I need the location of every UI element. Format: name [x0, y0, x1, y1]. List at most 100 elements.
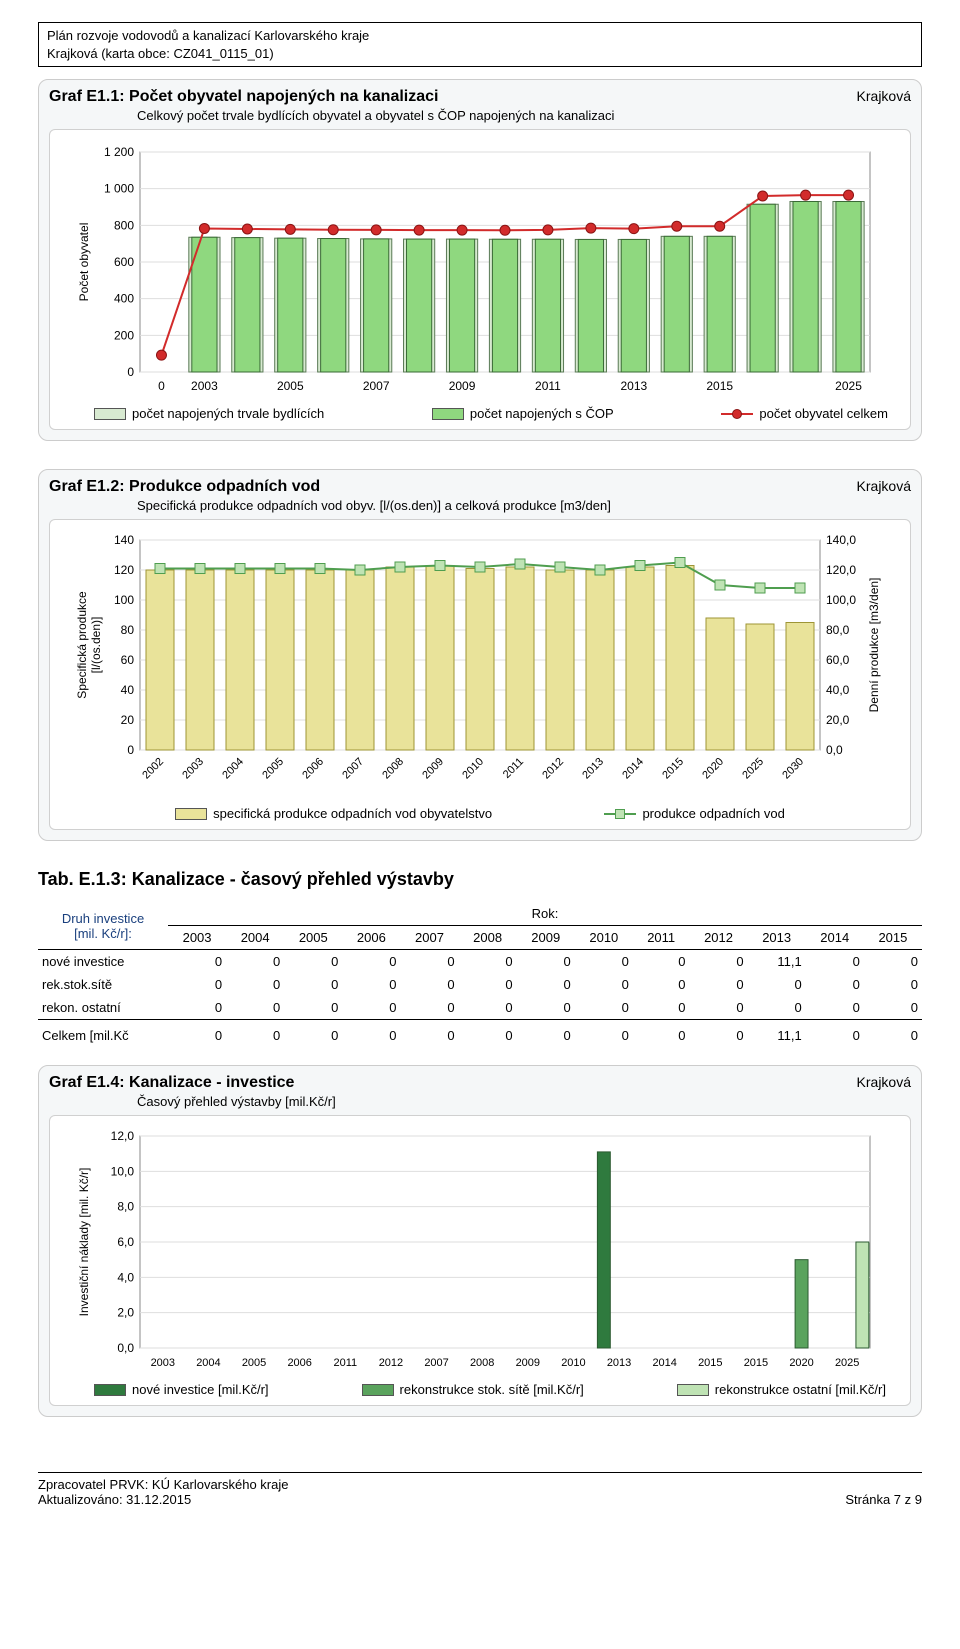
table-cell: 0	[633, 996, 690, 1020]
table-cell: 0	[400, 973, 458, 996]
svg-text:2005: 2005	[277, 379, 304, 393]
chart2-legend: specifická produkce odpadních vod obyvat…	[54, 800, 906, 823]
table-cell: 0	[517, 973, 575, 996]
chart2-right: Krajková	[857, 478, 911, 494]
svg-text:2013: 2013	[620, 379, 647, 393]
chart1-legend: počet napojených trvale bydlících počet …	[54, 400, 906, 423]
svg-text:2020: 2020	[700, 756, 726, 782]
svg-text:Investiční náklady [mil. Kč/r]: Investiční náklady [mil. Kč/r]	[77, 1168, 91, 1317]
svg-text:2006: 2006	[287, 1357, 311, 1369]
chart2-plot-wrap: 00,02020,04040,06060,08080,0100100,01201…	[49, 519, 911, 830]
table-cell: 0	[226, 973, 284, 996]
svg-text:2009: 2009	[420, 756, 446, 782]
table-cell: 0	[806, 973, 864, 996]
chart-e1-2-card: Graf E1.2: Produkce odpadních vod Krajko…	[38, 469, 922, 841]
svg-text:2009: 2009	[516, 1357, 540, 1369]
table-cell: 0	[342, 973, 400, 996]
svg-text:2007: 2007	[340, 756, 366, 782]
svg-text:2013: 2013	[607, 1357, 631, 1369]
svg-text:2005: 2005	[242, 1357, 266, 1369]
table-cell: 0	[342, 1020, 400, 1048]
footer-right: Stránka 7 z 9	[845, 1492, 922, 1507]
chart4-title: Graf E1.4: Kanalizace - investice	[49, 1074, 294, 1092]
table-cell: 0	[284, 950, 342, 974]
legend-swatch	[362, 1384, 394, 1396]
chart2-title: Graf E1.2: Produkce odpadních vod	[49, 478, 320, 496]
table-cell: 0	[459, 996, 517, 1020]
svg-text:2010: 2010	[561, 1357, 585, 1369]
svg-text:0,0: 0,0	[826, 743, 843, 757]
legend-swatch	[721, 413, 753, 415]
svg-text:8,0: 8,0	[117, 1200, 134, 1214]
svg-text:2015: 2015	[698, 1357, 722, 1369]
svg-text:[l/(os.den)]: [l/(os.den)]	[89, 617, 103, 674]
doc-header-line2: Krajková (karta obce: CZ041_0115_01)	[47, 45, 913, 63]
svg-text:Denní produkce [m3/den]: Denní produkce [m3/den]	[867, 578, 881, 713]
table-cell: 0	[459, 973, 517, 996]
svg-text:2015: 2015	[744, 1357, 768, 1369]
table-cell: 0	[400, 950, 458, 974]
svg-text:1 000: 1 000	[104, 182, 134, 196]
table-cell: 0	[226, 950, 284, 974]
table-cell: 0	[342, 950, 400, 974]
doc-header-line1: Plán rozvoje vodovodů a kanalizací Karlo…	[47, 27, 913, 45]
legend-swatch	[94, 408, 126, 420]
table-cell: 0	[226, 996, 284, 1020]
table-cell: 0	[400, 1020, 458, 1048]
table-cell: 0	[575, 973, 633, 996]
table-cell: 0	[806, 996, 864, 1020]
legend-label: nové investice [mil.Kč/r]	[132, 1382, 269, 1397]
svg-text:60,0: 60,0	[826, 653, 850, 667]
table-cell: 0	[806, 950, 864, 974]
svg-text:2007: 2007	[424, 1357, 448, 1369]
svg-text:2006: 2006	[300, 756, 326, 782]
page: Plán rozvoje vodovodů a kanalizací Karlo…	[0, 0, 960, 1567]
legend-swatch	[677, 1384, 709, 1396]
svg-text:2008: 2008	[470, 1357, 494, 1369]
svg-text:2012: 2012	[379, 1357, 403, 1369]
svg-text:20: 20	[121, 713, 135, 727]
legend-swatch	[94, 1384, 126, 1396]
svg-text:400: 400	[114, 292, 134, 306]
table-cell: 0	[864, 950, 922, 974]
table-cell: 0	[400, 996, 458, 1020]
legend-label: rekonstrukce ostatní [mil.Kč/r]	[715, 1382, 886, 1397]
svg-text:2030: 2030	[780, 756, 806, 782]
table-cell: 11,1	[748, 950, 806, 974]
legend-swatch	[432, 408, 464, 420]
footer-left1: Zpracovatel PRVK: KÚ Karlovarského kraje	[38, 1477, 288, 1492]
svg-text:2007: 2007	[363, 379, 390, 393]
svg-text:200: 200	[114, 328, 134, 342]
svg-text:2008: 2008	[380, 756, 406, 782]
chart1-title: Graf E1.1: Počet obyvatel napojených na …	[49, 88, 438, 106]
table-cell: 11,1	[748, 1020, 806, 1048]
table-cell: 0	[168, 950, 226, 974]
svg-text:2002: 2002	[140, 756, 166, 782]
svg-text:2,0: 2,0	[117, 1306, 134, 1320]
table3-title: Tab. E.1.3: Kanalizace - časový přehled …	[38, 869, 922, 890]
svg-text:2011: 2011	[535, 379, 561, 393]
table-cell: 0	[633, 1020, 690, 1048]
table-cell: 0	[806, 1020, 864, 1048]
chart1-right: Krajková	[857, 88, 911, 104]
svg-text:120: 120	[114, 563, 134, 577]
svg-text:80: 80	[121, 623, 135, 637]
svg-text:140: 140	[114, 533, 134, 547]
table-cell: 0	[689, 1020, 747, 1048]
table-cell: 0	[517, 1020, 575, 1048]
svg-text:80,0: 80,0	[826, 623, 850, 637]
svg-text:2003: 2003	[151, 1357, 175, 1369]
chart2-sub: Specifická produkce odpadních vod obyv. …	[49, 498, 911, 513]
table-cell: 0	[226, 1020, 284, 1048]
chart1-plot-wrap: 02004006008001 0001 200Počet obyvatel020…	[49, 129, 911, 430]
svg-text:2009: 2009	[449, 379, 476, 393]
legend-label: rekonstrukce stok. sítě [mil.Kč/r]	[400, 1382, 584, 1397]
svg-text:2010: 2010	[460, 756, 486, 782]
svg-text:12,0: 12,0	[111, 1129, 135, 1143]
svg-text:Specifická produkce: Specifická produkce	[75, 591, 89, 699]
svg-text:100: 100	[114, 593, 134, 607]
svg-text:2003: 2003	[191, 379, 218, 393]
svg-text:800: 800	[114, 218, 134, 232]
table-cell: 0	[342, 996, 400, 1020]
table-cell: 0	[168, 1020, 226, 1048]
